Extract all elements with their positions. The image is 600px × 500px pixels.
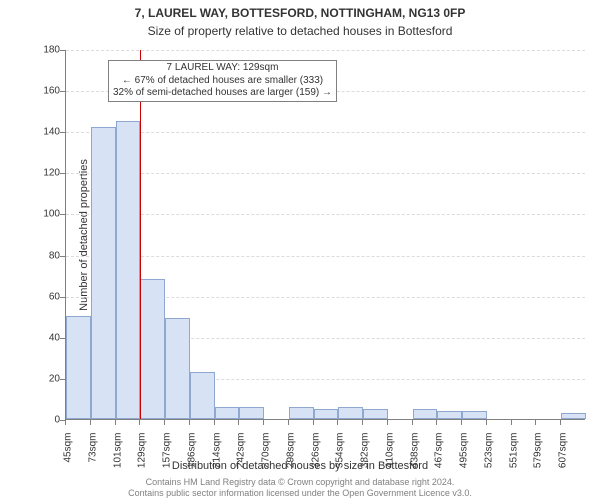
x-tick-label: 157sqm [162, 433, 173, 483]
histogram-bar [165, 318, 190, 419]
annotation-line1: 7 LAUREL WAY: 129sqm [113, 62, 332, 75]
chart-container: 7, LAUREL WAY, BOTTESFORD, NOTTINGHAM, N… [0, 0, 600, 500]
histogram-bar [561, 413, 586, 419]
x-tick-label: 298sqm [285, 433, 296, 483]
x-tick-mark [511, 420, 512, 425]
histogram-bar [289, 407, 314, 419]
x-tick-label: 438sqm [409, 433, 420, 483]
histogram-bar [239, 407, 264, 419]
histogram-bar [462, 411, 487, 419]
footer-line1: Contains HM Land Registry data © Crown c… [0, 477, 600, 487]
histogram-bar [190, 372, 215, 419]
x-tick-label: 214sqm [211, 433, 222, 483]
x-tick-label: 326sqm [310, 433, 321, 483]
y-tick-label: 20 [25, 373, 60, 384]
footer: Contains HM Land Registry data © Crown c… [0, 477, 600, 498]
x-tick-mark [115, 420, 116, 425]
histogram-bar [215, 407, 240, 419]
x-axis-label: Distribution of detached houses by size … [0, 460, 600, 472]
histogram-bar [437, 411, 462, 419]
x-tick-label: 551sqm [508, 433, 519, 483]
annotation-box: 7 LAUREL WAY: 129sqm ← 67% of detached h… [108, 60, 337, 102]
gridline [66, 173, 585, 174]
y-tick-label: 160 [25, 86, 60, 97]
x-tick-mark [337, 420, 338, 425]
y-tick-label: 140 [25, 127, 60, 138]
x-tick-label: 382sqm [360, 433, 371, 483]
x-tick-mark [535, 420, 536, 425]
x-tick-label: 579sqm [533, 433, 544, 483]
x-tick-label: 129sqm [137, 433, 148, 483]
x-tick-label: 270sqm [261, 433, 272, 483]
histogram-bar [66, 316, 91, 419]
x-tick-mark [214, 420, 215, 425]
x-tick-mark [486, 420, 487, 425]
x-tick-label: 101sqm [112, 433, 123, 483]
x-tick-mark [139, 420, 140, 425]
x-tick-label: 410sqm [384, 433, 395, 483]
y-tick-label: 100 [25, 209, 60, 220]
annotation-line3: 32% of semi-detached houses are larger (… [113, 87, 332, 100]
x-tick-mark [387, 420, 388, 425]
histogram-bar [413, 409, 438, 419]
x-tick-mark [238, 420, 239, 425]
x-tick-label: 523sqm [483, 433, 494, 483]
histogram-bar [116, 121, 141, 419]
highlight-line [140, 50, 141, 419]
x-tick-label: 354sqm [335, 433, 346, 483]
x-tick-label: 242sqm [236, 433, 247, 483]
y-tick-label: 0 [25, 415, 60, 426]
plot-area [65, 50, 585, 420]
y-tick-label: 60 [25, 291, 60, 302]
gridline [66, 214, 585, 215]
x-tick-mark [461, 420, 462, 425]
gridline [66, 50, 585, 51]
y-tick-label: 180 [25, 45, 60, 56]
histogram-bar [91, 127, 116, 419]
x-tick-mark [164, 420, 165, 425]
x-tick-mark [189, 420, 190, 425]
histogram-bar [314, 409, 339, 419]
annotation-line2: ← 67% of detached houses are smaller (33… [113, 75, 332, 88]
histogram-bar [140, 279, 165, 419]
x-tick-mark [412, 420, 413, 425]
x-tick-label: 186sqm [186, 433, 197, 483]
x-tick-mark [313, 420, 314, 425]
x-tick-mark [362, 420, 363, 425]
x-tick-mark [90, 420, 91, 425]
x-tick-mark [263, 420, 264, 425]
x-tick-mark [288, 420, 289, 425]
x-tick-mark [65, 420, 66, 425]
y-tick-label: 120 [25, 168, 60, 179]
x-tick-mark [436, 420, 437, 425]
x-tick-label: 73sqm [87, 433, 98, 483]
x-tick-label: 45sqm [63, 433, 74, 483]
x-tick-mark [560, 420, 561, 425]
gridline [66, 132, 585, 133]
gridline [66, 256, 585, 257]
histogram-bar [363, 409, 388, 419]
y-tick-label: 40 [25, 332, 60, 343]
x-tick-label: 607sqm [558, 433, 569, 483]
chart-title-line1: 7, LAUREL WAY, BOTTESFORD, NOTTINGHAM, N… [0, 6, 600, 20]
x-tick-label: 467sqm [434, 433, 445, 483]
footer-line2: Contains public sector information licen… [0, 488, 600, 498]
histogram-bar [338, 407, 363, 419]
x-tick-label: 495sqm [459, 433, 470, 483]
chart-title-line2: Size of property relative to detached ho… [0, 24, 600, 38]
y-tick-label: 80 [25, 250, 60, 261]
